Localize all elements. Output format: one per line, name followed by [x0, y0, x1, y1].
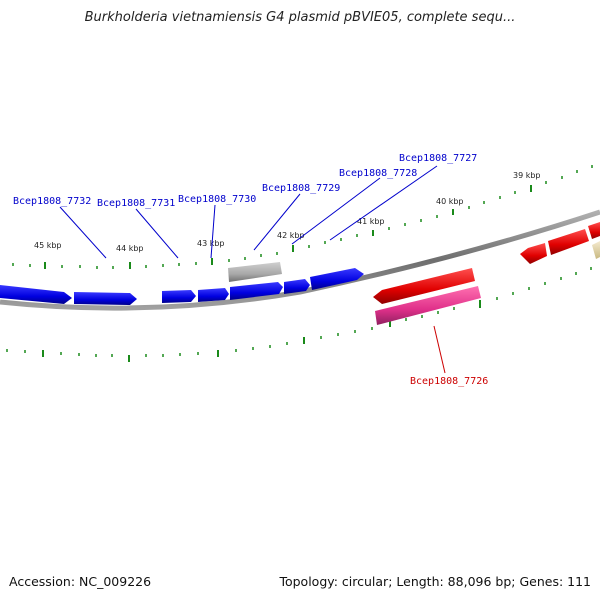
- inner-tick-track: [6, 267, 592, 362]
- outer-tick-track: [12, 165, 593, 269]
- gene-tan[interactable]: [592, 241, 600, 259]
- gene-bcep1808-7728[interactable]: [230, 282, 283, 300]
- label-bcep1808-7728: Bcep1808_7728: [339, 168, 417, 179]
- label-bcep1808-7726: Bcep1808_7726: [410, 376, 488, 387]
- label-bcep1808-7729: Bcep1808_7729: [262, 183, 340, 194]
- topology-summary: Topology: circular; Length: 88,096 bp; G…: [279, 574, 591, 589]
- kbp-label-40: 40 kbp: [436, 197, 464, 206]
- kbp-label-39: 39 kbp: [513, 171, 541, 180]
- gene-bcep1808-7727[interactable]: [310, 268, 364, 290]
- gene-bcep1808-7728b[interactable]: [284, 279, 310, 294]
- label-bcep1808-7727: Bcep1808_7727: [399, 153, 477, 164]
- gene-red-1[interactable]: [373, 268, 475, 304]
- gene-bcep1808-7731[interactable]: [74, 292, 137, 305]
- gene-red-3[interactable]: [548, 229, 589, 255]
- kbp-label-45: 45 kbp: [34, 241, 62, 250]
- label-bcep1808-7730: Bcep1808_7730: [178, 194, 256, 205]
- kbp-label-44: 44 kbp: [116, 244, 144, 253]
- label-bcep1808-7731: Bcep1808_7731: [97, 198, 175, 209]
- kbp-label-43: 43 kbp: [197, 239, 225, 248]
- kbp-label-41: 41 kbp: [357, 217, 385, 226]
- gene-red-4[interactable]: [588, 222, 600, 239]
- gene-bcep1808-7732[interactable]: [0, 285, 72, 304]
- reverse-genes: [373, 222, 600, 325]
- gene-red-2[interactable]: [520, 243, 547, 264]
- forward-genes: [0, 268, 364, 305]
- plasmid-backbone: [0, 209, 600, 311]
- kbp-label-42: 42 kbp: [277, 231, 305, 240]
- gene-bcep1808-7730[interactable]: [162, 290, 196, 303]
- map-title: Burkholderia vietnamiensis G4 plasmid pB…: [84, 10, 516, 25]
- callout-lines: [59, 165, 446, 374]
- label-bcep1808-7732: Bcep1808_7732: [13, 196, 91, 207]
- gene-bcep1808-7729[interactable]: [198, 288, 229, 302]
- gene-bcep1808-7726[interactable]: [375, 286, 481, 325]
- accession-text: Accession: NC_009226: [9, 574, 152, 589]
- gene-gray[interactable]: [228, 262, 282, 282]
